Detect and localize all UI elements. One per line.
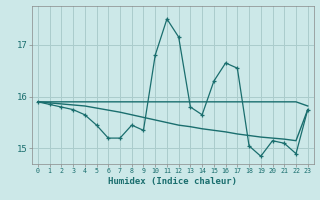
X-axis label: Humidex (Indice chaleur): Humidex (Indice chaleur) <box>108 177 237 186</box>
